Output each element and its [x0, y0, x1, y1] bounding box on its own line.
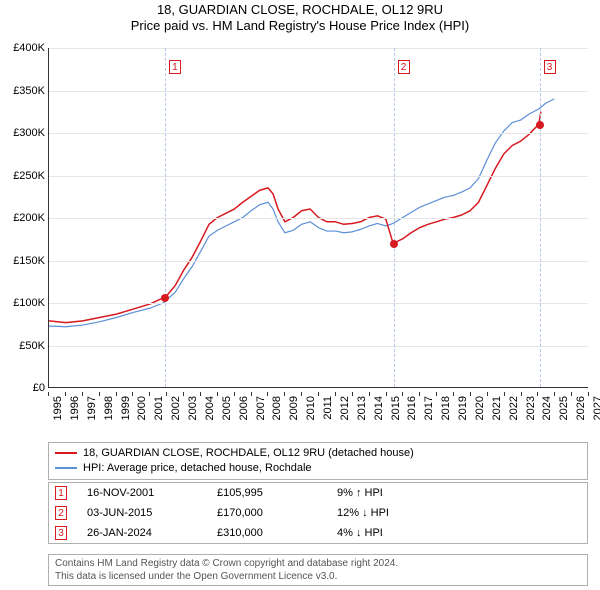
- x-axis-label: 2005: [221, 396, 233, 420]
- y-axis-label: £0: [33, 382, 45, 394]
- legend: 18, GUARDIAN CLOSE, ROCHDALE, OL12 9RU (…: [48, 442, 588, 480]
- x-axis-label: 1996: [69, 396, 81, 420]
- x-axis-label: 2008: [271, 396, 283, 420]
- sale-diff-vs-hpi: 12% ↓ HPI: [337, 507, 389, 519]
- sale-diff-vs-hpi: 4% ↓ HPI: [337, 527, 383, 539]
- table-row: 1 16-NOV-2001£105,9959% ↑ HPI: [49, 483, 587, 503]
- title-line-1: 18, GUARDIAN CLOSE, ROCHDALE, OL12 9RU: [0, 2, 600, 18]
- x-axis-label: 1997: [86, 396, 98, 420]
- y-axis-label: £200K: [13, 212, 45, 224]
- y-axis-label: £250K: [13, 170, 45, 182]
- x-axis-label: 2025: [558, 396, 570, 420]
- title-line-2: Price paid vs. HM Land Registry's House …: [0, 18, 600, 34]
- x-axis-label: 2002: [170, 396, 182, 420]
- x-axis-label: 2013: [356, 396, 368, 420]
- x-axis-label: 2010: [305, 396, 317, 420]
- sale-marker: 3: [544, 60, 556, 74]
- y-axis-label: £350K: [13, 85, 45, 97]
- x-axis-label: 2000: [136, 396, 148, 420]
- x-axis-label: 2001: [153, 396, 165, 420]
- x-axis-label: 2006: [238, 396, 250, 420]
- x-axis-label: 2017: [423, 396, 435, 420]
- x-axis-label: 2015: [390, 396, 402, 420]
- sales-table: 1 16-NOV-2001£105,9959% ↑ HPI 2 03-JUN-2015…: [48, 482, 588, 544]
- x-axis-label: 2021: [491, 396, 503, 420]
- x-axis-ticks: 1995 1996 1997 1998 1999 2000 2001 2002 2003 2004…: [48, 390, 588, 440]
- sale-date: 03-JUN-2015: [87, 507, 217, 519]
- x-axis-label: 2022: [508, 396, 520, 420]
- price-chart: £0£50K£100K£150K£200K£250K£300K£350K£400…: [48, 48, 588, 388]
- attribution: Contains HM Land Registry data © Crown c…: [48, 554, 588, 586]
- x-axis-label: 1998: [103, 396, 115, 420]
- sale-price: £105,995: [217, 487, 337, 499]
- x-axis-label: 2020: [474, 396, 486, 420]
- x-axis-label: 2009: [288, 396, 300, 420]
- x-axis-label: 2018: [440, 396, 452, 420]
- sale-marker: 1: [169, 60, 181, 74]
- sale-date: 16-NOV-2001: [87, 487, 217, 499]
- attribution-line: Contains HM Land Registry data © Crown c…: [55, 557, 581, 570]
- x-axis-label: 2011: [322, 396, 334, 420]
- legend-label: 18, GUARDIAN CLOSE, ROCHDALE, OL12 9RU (…: [83, 446, 414, 461]
- table-row: 2 03-JUN-2015£170,00012% ↓ HPI: [49, 503, 587, 523]
- x-axis-label: 2016: [406, 396, 418, 420]
- x-axis-label: 2027: [592, 396, 600, 420]
- x-axis-label: 2026: [575, 396, 587, 420]
- legend-label: HPI: Average price, detached house, Roch…: [83, 461, 312, 476]
- sale-price: £170,000: [217, 507, 337, 519]
- y-axis-label: £100K: [13, 297, 45, 309]
- sale-price: £310,000: [217, 527, 337, 539]
- y-axis-label: £50K: [19, 340, 45, 352]
- y-axis-label: £150K: [13, 255, 45, 267]
- sale-marker: 2: [398, 60, 410, 74]
- x-axis-label: 2014: [373, 396, 385, 420]
- legend-row: 18, GUARDIAN CLOSE, ROCHDALE, OL12 9RU (…: [55, 446, 581, 461]
- chart-title-block: 18, GUARDIAN CLOSE, ROCHDALE, OL12 9RU P…: [0, 0, 600, 35]
- x-axis-label: 2003: [187, 396, 199, 420]
- x-axis-label: 2024: [541, 396, 553, 420]
- y-axis-label: £300K: [13, 127, 45, 139]
- legend-swatch-hpi: [55, 467, 77, 469]
- x-axis-label: 1995: [52, 396, 64, 420]
- sale-marker: 1: [55, 486, 67, 500]
- table-row: 3 26-JAN-2024£310,0004% ↓ HPI: [49, 523, 587, 543]
- x-axis-label: 2007: [255, 396, 267, 420]
- legend-row: HPI: Average price, detached house, Roch…: [55, 461, 581, 476]
- sale-date: 26-JAN-2024: [87, 527, 217, 539]
- sale-marker: 3: [55, 526, 67, 540]
- x-axis-label: 2004: [204, 396, 216, 420]
- x-axis-label: 2019: [457, 396, 469, 420]
- legend-swatch-property: [55, 452, 77, 454]
- x-axis-label: 1999: [120, 396, 132, 420]
- y-axis-label: £400K: [13, 42, 45, 54]
- sale-diff-vs-hpi: 9% ↑ HPI: [337, 487, 383, 499]
- sale-marker: 2: [55, 506, 67, 520]
- x-axis-label: 2012: [339, 396, 351, 420]
- x-axis-label: 2023: [525, 396, 537, 420]
- attribution-line: This data is licensed under the Open Gov…: [55, 570, 581, 583]
